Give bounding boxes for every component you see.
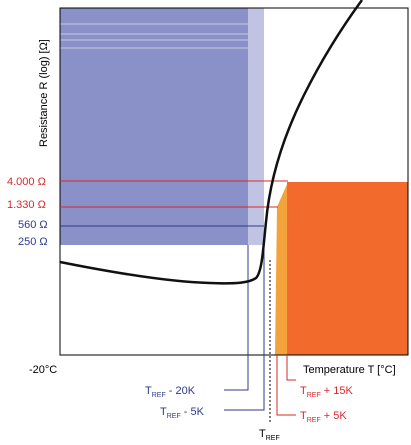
marker-label-tref-plus-5k: TREF + 5K — [300, 410, 347, 424]
threshold-label-250: 250 Ω — [18, 236, 48, 248]
y-axis-label: Resistance R (log) [Ω] — [38, 39, 50, 147]
marker-line-tref-minus-5k — [224, 245, 265, 411]
marker-line-tref-minus-20k — [224, 245, 249, 391]
threshold-label-4000: 4.000 Ω — [7, 176, 46, 188]
threshold-label-1330: 1.330 Ω — [7, 199, 46, 211]
threshold-label-560: 560 Ω — [18, 219, 48, 231]
x-axis-label: Temperature T [°C] — [303, 364, 396, 376]
marker-label-tref-plus-15k: TREF + 15K — [300, 385, 354, 399]
marker-line-tref-plus-5k — [276, 355, 296, 416]
high-transition-zone — [275, 182, 288, 355]
low-resistance-zone — [60, 8, 248, 245]
low-transition-zone — [248, 8, 264, 245]
high-resistance-zone — [287, 182, 408, 355]
marker-label-tref-minus-20k: TREF - 20K — [145, 385, 196, 399]
resistance-curve — [59, 0, 364, 285]
marker-line-tref-plus-15k — [286, 355, 296, 381]
reference-temperature-label: TREF — [259, 428, 280, 442]
zone-highlight-lines — [60, 23, 248, 49]
marker-label-tref-minus-5k: TREF - 5K — [160, 406, 205, 420]
x-start-label: -20°C — [29, 364, 57, 376]
